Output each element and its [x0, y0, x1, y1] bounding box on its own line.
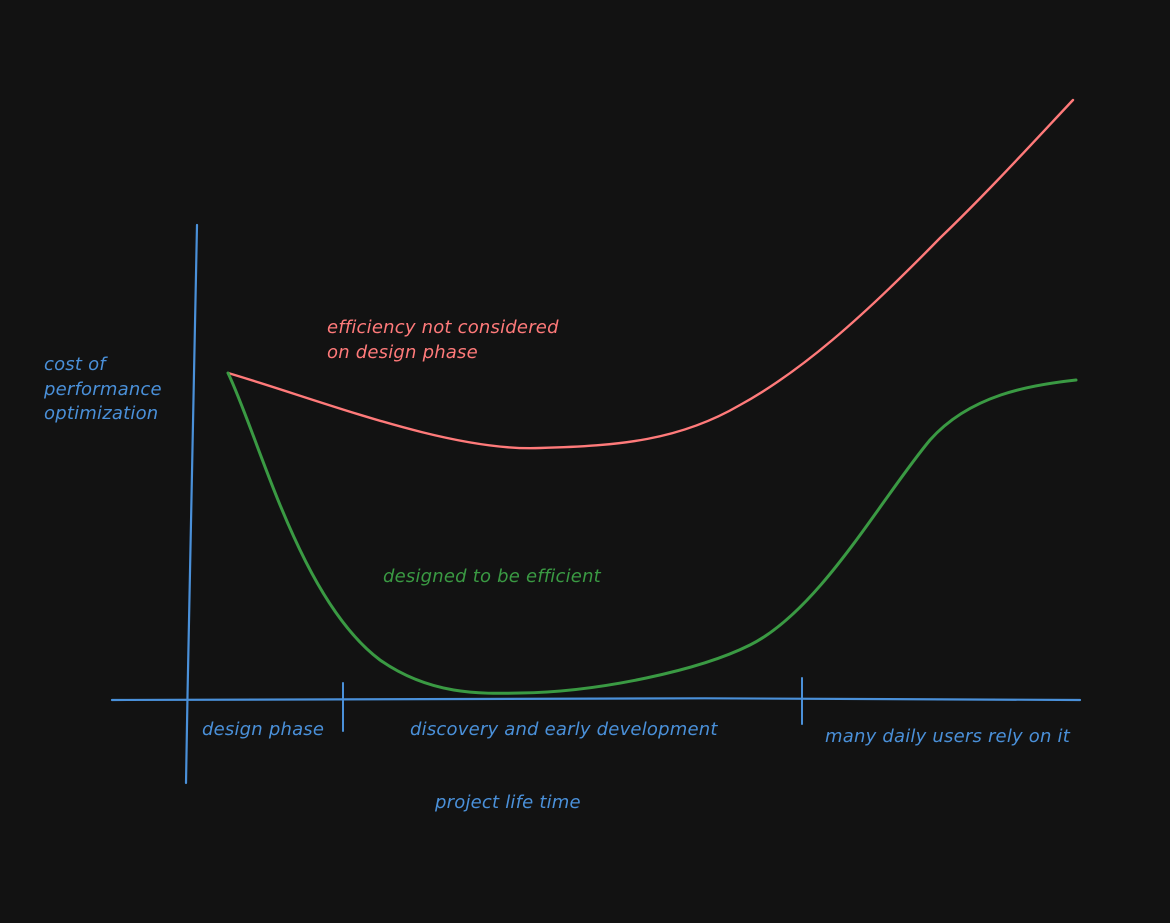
x-axis-label: project life time [434, 792, 581, 813]
curve-designed-to-be-efficient [226, 371, 1078, 695]
efficient-label: designed to be efficient [383, 566, 602, 587]
not-considered-label-line-1: efficiency not considered [327, 317, 559, 338]
phase-label-daily-users: many daily users rely on it [825, 726, 1071, 747]
curve-efficiency-not-considered [226, 98, 1075, 450]
x-axis [110, 697, 1082, 702]
phase-label-discovery: discovery and early development [410, 719, 718, 740]
phase-label-design: design phase [202, 719, 324, 740]
y-axis-label: cost of performance optimization [43, 354, 168, 424]
y-axis-label-line-1: cost of [44, 354, 108, 375]
not-considered-label: efficiency not considered on design phas… [327, 317, 565, 363]
not-considered-label-line-2: on design phase [327, 342, 478, 363]
y-axis-label-line-2: performance [43, 379, 162, 400]
y-axis [184, 223, 199, 785]
y-axis-label-line-3: optimization [44, 403, 158, 424]
